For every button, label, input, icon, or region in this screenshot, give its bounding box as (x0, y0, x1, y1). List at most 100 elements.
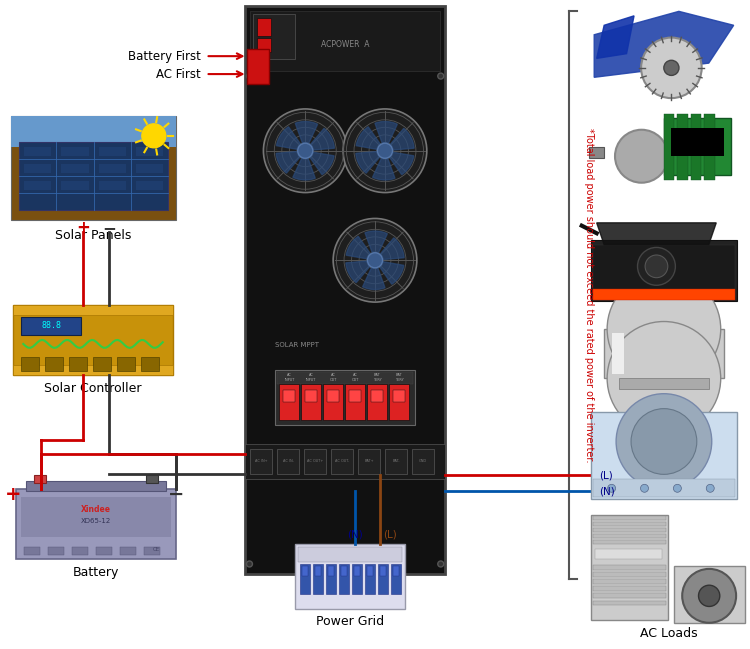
Polygon shape (296, 121, 318, 143)
Bar (591, 515, 668, 620)
Text: AC OUT+: AC OUT+ (307, 459, 323, 463)
Polygon shape (277, 127, 301, 149)
Bar (354, 566, 360, 576)
Bar (279, 384, 299, 420)
Bar (72, 547, 88, 555)
Circle shape (641, 38, 702, 98)
Text: AC First: AC First (156, 67, 201, 80)
Bar (593, 593, 666, 598)
Bar (593, 586, 666, 591)
Bar (11, 116, 176, 221)
Bar (62, 147, 88, 156)
Bar (93, 357, 111, 371)
Circle shape (298, 143, 313, 158)
Bar (24, 147, 52, 156)
Bar (257, 38, 272, 52)
Circle shape (640, 484, 649, 493)
Text: AC OUT-: AC OUT- (335, 459, 350, 463)
Bar (254, 14, 296, 59)
Bar (20, 142, 168, 210)
Polygon shape (293, 158, 315, 180)
Bar (144, 547, 160, 555)
Bar (328, 566, 334, 576)
Circle shape (698, 585, 720, 606)
Circle shape (438, 73, 444, 79)
Bar (674, 566, 745, 623)
Polygon shape (597, 16, 634, 58)
Bar (146, 475, 158, 484)
Polygon shape (373, 158, 395, 180)
Text: SOLAR MPPT: SOLAR MPPT (275, 342, 320, 348)
Polygon shape (594, 11, 734, 77)
Polygon shape (346, 236, 370, 259)
Bar (21, 317, 81, 335)
Polygon shape (310, 153, 334, 175)
Bar (677, 114, 688, 180)
Text: Power Grid: Power Grid (316, 615, 384, 628)
Bar (385, 450, 407, 474)
Bar (593, 579, 666, 584)
Circle shape (664, 60, 679, 75)
Bar (21, 497, 171, 537)
Circle shape (142, 124, 166, 148)
Bar (590, 407, 739, 506)
Text: BAT
TERY: BAT TERY (394, 373, 404, 382)
Bar (341, 566, 347, 576)
Polygon shape (276, 151, 300, 173)
Bar (367, 566, 373, 576)
Bar (593, 289, 735, 300)
Bar (120, 547, 136, 555)
Bar (389, 384, 409, 420)
Bar (304, 450, 326, 474)
Bar (300, 564, 310, 594)
Polygon shape (346, 261, 370, 283)
Bar (257, 18, 272, 36)
Text: Xindee: Xindee (81, 505, 111, 514)
Text: +: + (5, 485, 22, 504)
Circle shape (247, 561, 253, 567)
Bar (251, 450, 272, 474)
Polygon shape (390, 153, 414, 175)
Circle shape (608, 484, 616, 493)
Bar (326, 564, 336, 594)
Bar (664, 118, 731, 175)
Text: BAT
TERY: BAT TERY (373, 373, 381, 382)
Bar (590, 109, 739, 204)
Circle shape (368, 252, 382, 268)
Bar (378, 564, 388, 594)
Bar (619, 378, 709, 389)
Bar (391, 564, 401, 594)
Bar (590, 512, 748, 631)
Bar (45, 357, 63, 371)
Bar (315, 566, 321, 576)
Bar (339, 564, 349, 594)
Bar (593, 522, 666, 526)
Circle shape (615, 130, 668, 183)
Circle shape (247, 73, 253, 79)
Bar (98, 147, 126, 156)
Polygon shape (356, 151, 380, 173)
Bar (24, 164, 52, 173)
Circle shape (706, 484, 714, 493)
Bar (393, 566, 399, 576)
Bar (26, 482, 166, 491)
Bar (593, 245, 735, 297)
Text: Battery First: Battery First (128, 50, 201, 63)
Bar (245, 6, 445, 574)
Text: (L): (L) (599, 471, 613, 480)
Text: −: − (167, 485, 184, 504)
Bar (365, 564, 375, 594)
Text: (N): (N) (347, 529, 363, 539)
Bar (593, 528, 666, 532)
Bar (13, 305, 173, 374)
Bar (13, 365, 173, 374)
Text: *Total load power should not exceed the rated power of the inverter.: *Total load power should not exceed the … (584, 128, 594, 462)
Bar (596, 549, 662, 559)
Bar (302, 566, 308, 576)
Bar (358, 450, 380, 474)
Bar (691, 114, 701, 180)
Polygon shape (597, 223, 716, 245)
Bar (278, 372, 412, 384)
Bar (367, 384, 387, 420)
Circle shape (638, 247, 676, 286)
